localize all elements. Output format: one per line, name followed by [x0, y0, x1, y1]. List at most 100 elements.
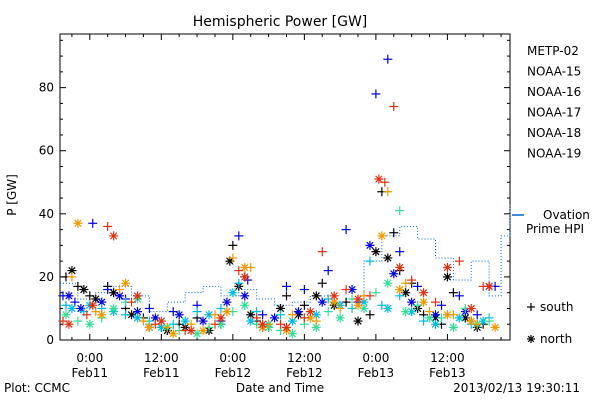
data-point-metp-02-north	[383, 253, 393, 263]
data-point-noaa-16-north	[383, 303, 393, 313]
data-point-noaa-15-south	[234, 231, 244, 241]
data-point-noaa-15-north	[240, 291, 250, 301]
marker-stroke	[157, 323, 165, 332]
data-point-noaa-17-south	[371, 288, 381, 298]
marker-stroke	[419, 298, 428, 306]
marker-stroke	[217, 320, 225, 328]
data-point-noaa-16-north	[204, 310, 214, 320]
legend: METP-02 NOAA-15 NOAA-16 NOAA-17 NOAA-18 NOAA-…	[527, 44, 581, 161]
data-point-noaa-15-south	[341, 225, 351, 235]
marker-stroke	[396, 285, 404, 294]
data-point-noaa-16-south	[192, 307, 202, 317]
marker-stroke	[89, 301, 97, 309]
data-point-noaa-17-south	[323, 307, 333, 317]
y-tick-label: 20	[39, 270, 54, 284]
marker-stroke	[62, 311, 70, 319]
marker-stroke	[199, 317, 207, 325]
data-point-noaa-18-north	[168, 329, 178, 339]
x-tick-time-label: 0:00	[76, 351, 103, 365]
data-point-noaa-15-south	[371, 89, 381, 99]
data-point-noaa-16-south	[234, 278, 244, 288]
data-point-noaa-19-south	[365, 291, 375, 301]
y-tick-label: 60	[39, 144, 54, 158]
data-point-noaa-18-north	[144, 322, 154, 332]
marker-stroke	[419, 289, 428, 297]
data-point-noaa-18-north	[466, 316, 476, 326]
data-point-noaa-18-south	[67, 272, 77, 282]
marker-stroke	[241, 263, 249, 272]
data-point-noaa-19-north	[395, 262, 405, 272]
data-point-noaa-15-north	[317, 297, 327, 307]
y-axis-label: P [GW]	[5, 174, 19, 216]
data-point-noaa-15-south	[88, 218, 98, 228]
x-tick-time-label: 0:00	[362, 351, 389, 365]
marker-stroke	[425, 314, 434, 322]
y-tick-label: 0	[46, 333, 54, 347]
marker-stroke	[354, 317, 362, 325]
data-point-metp-02-north	[442, 272, 452, 282]
x-tick-time-label: 12:00	[144, 351, 179, 365]
marker-stroke	[229, 289, 237, 297]
data-point-noaa-18-south	[115, 285, 125, 295]
marker-stroke	[109, 232, 118, 240]
data-point-noaa-17-north	[109, 303, 119, 313]
data-point-noaa-17-north	[240, 300, 250, 310]
timestamp: 2013/02/13 19:30:11	[453, 381, 580, 395]
marker-stroke	[98, 311, 106, 319]
data-point-metp-02-north	[371, 247, 381, 257]
marker-stroke	[443, 311, 452, 319]
marker-legend-symbol-south	[527, 303, 535, 311]
data-point-noaa-18-north	[198, 326, 208, 336]
data-point-noaa-19-south	[127, 297, 137, 307]
data-point-noaa-17-north	[401, 307, 411, 317]
marker-stroke	[449, 323, 458, 332]
data-point-noaa-19-north	[484, 281, 494, 291]
data-point-noaa-16-south	[276, 310, 286, 320]
legend-label-noaa-15: NOAA-15	[527, 65, 581, 79]
data-point-noaa-16-north	[407, 307, 417, 317]
marker-stroke	[205, 311, 213, 319]
marker-stroke	[223, 298, 231, 306]
data-point-noaa-19-north	[240, 272, 250, 282]
plot-frame	[59, 33, 511, 341]
marker-stroke	[443, 263, 452, 272]
data-point-noaa-18-south	[228, 253, 238, 263]
marker-stroke	[312, 292, 320, 300]
marker-stroke	[318, 298, 326, 306]
data-point-noaa-18-south	[401, 278, 411, 288]
marker-stroke	[270, 314, 279, 322]
x-tick-time-label: 0:00	[219, 351, 246, 365]
marker-stroke	[384, 304, 392, 313]
data-point-noaa-15-north	[198, 316, 208, 326]
x-axis: 0:00Feb1112:00Feb110:00Feb1212:00Feb120:…	[71, 34, 502, 380]
y-axis: 0 20 40 60 80	[39, 39, 510, 347]
data-point-noaa-17-north	[383, 278, 393, 288]
marker-legend-label-south: south	[540, 300, 574, 314]
data-point-noaa-19-south	[317, 247, 327, 257]
data-point-metp-02-north	[246, 310, 256, 320]
marker-stroke	[145, 323, 154, 332]
data-point-noaa-15-north	[430, 310, 440, 320]
x-tick-time-label: 12:00	[287, 351, 322, 365]
x-tick-time-label: 12:00	[430, 351, 465, 365]
ovation-legend-label: Ovation	[543, 208, 590, 222]
data-point-noaa-19-south	[252, 313, 262, 323]
data-point-noaa-17-north	[335, 313, 345, 323]
plot-credit: Plot: CCMC	[4, 381, 70, 395]
marker-stroke	[68, 304, 76, 313]
data-point-noaa-19-south	[299, 313, 309, 323]
data-point-noaa-18-north	[222, 307, 232, 317]
marker-legend: south north	[527, 300, 574, 346]
marker-stroke	[330, 292, 338, 300]
data-point-noaa-19-north	[466, 303, 476, 313]
data-point-noaa-18-south	[383, 187, 393, 197]
data-point-noaa-19-north	[64, 319, 74, 329]
marker-stroke	[288, 317, 297, 325]
marker-stroke	[241, 273, 249, 281]
data-point-noaa-18-north	[121, 278, 131, 288]
data-point-noaa-19-south	[234, 266, 244, 276]
marker-stroke	[121, 279, 130, 287]
data-point-noaa-18-north	[73, 218, 83, 228]
marker-stroke	[431, 311, 440, 319]
